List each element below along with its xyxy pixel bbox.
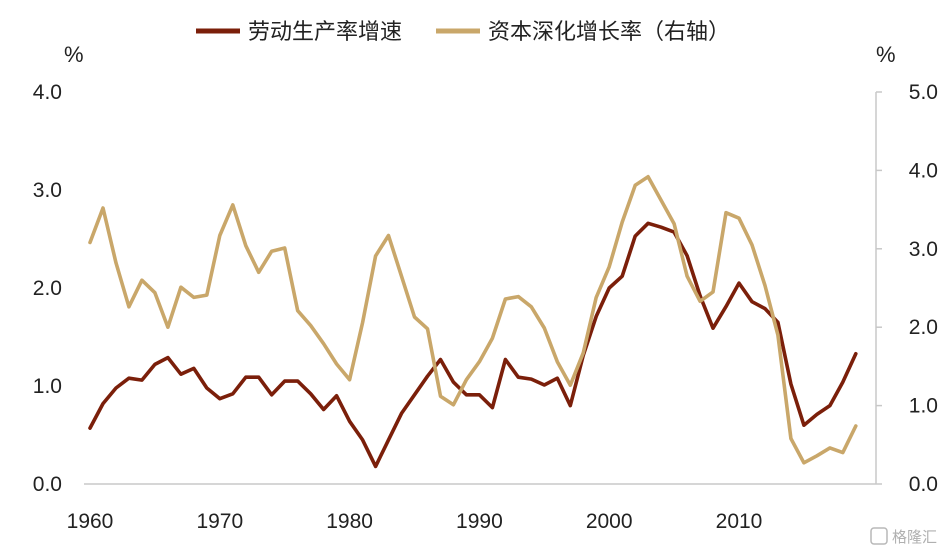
right-axis-unit: % xyxy=(876,42,896,67)
right-axis-ticks: 0.0 1.0 2.0 3.0 4.0 5.0 xyxy=(909,81,938,496)
left-tick-label: 3.0 xyxy=(33,179,62,202)
left-axis-unit: % xyxy=(64,42,84,67)
x-tick-label: 1970 xyxy=(196,510,243,533)
series-line-capital-deepening xyxy=(88,174,858,465)
x-tick-label: 1980 xyxy=(326,510,373,533)
x-tick-label: 2000 xyxy=(586,510,633,533)
legend-label-labor-productivity: 劳动生产率增速 xyxy=(248,20,402,45)
x-tick-label: 1960 xyxy=(67,510,114,533)
right-tick-label: 1.0 xyxy=(909,395,938,418)
x-tick-label: 1990 xyxy=(456,510,503,533)
left-tick-label: 4.0 xyxy=(33,81,62,104)
legend-label-capital-deepening: 资本深化增长率（右轴） xyxy=(488,20,730,45)
left-axis-ticks: 0.0 1.0 2.0 3.0 4.0 xyxy=(33,81,62,496)
left-tick-label: 2.0 xyxy=(33,277,62,300)
x-tick-label: 2010 xyxy=(716,510,763,533)
left-tick-label: 0.0 xyxy=(33,473,62,496)
watermark-text: 格隆汇 xyxy=(892,528,937,546)
right-tick-label: 3.0 xyxy=(909,238,938,261)
left-tick-label: 1.0 xyxy=(33,375,62,398)
right-tick-label: 5.0 xyxy=(909,81,938,104)
legend: 劳动生产率增速 资本深化增长率（右轴） xyxy=(196,20,730,45)
right-axis-tickmarks xyxy=(876,91,882,485)
watermark: 格隆汇 xyxy=(870,527,937,546)
right-tick-label: 0.0 xyxy=(909,473,938,496)
series-line-labor-productivity xyxy=(88,221,858,469)
watermark-logo-icon xyxy=(870,527,888,545)
right-tick-label: 4.0 xyxy=(909,159,938,182)
x-axis-ticks: 1960 1970 1980 1990 2000 2010 xyxy=(67,510,763,533)
right-tick-label: 2.0 xyxy=(909,316,938,339)
